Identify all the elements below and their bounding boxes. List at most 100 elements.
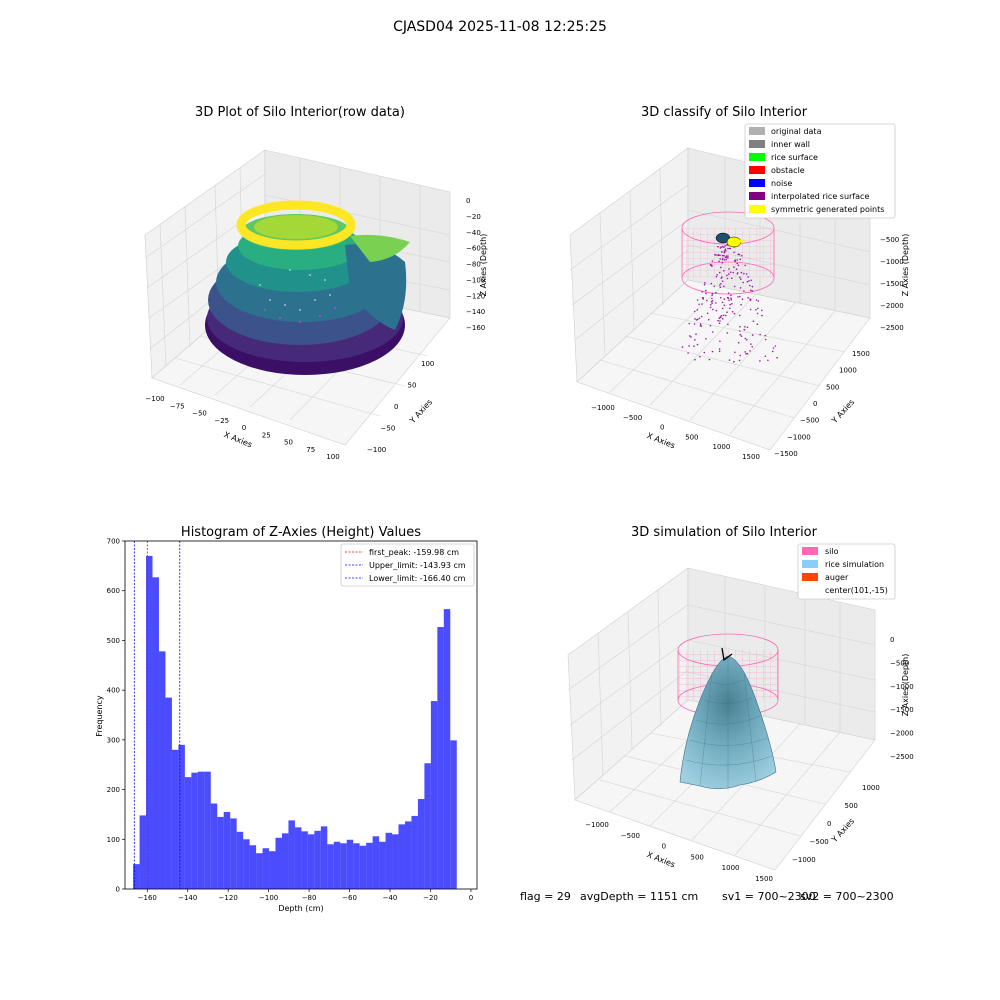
interpolated-point: [711, 302, 713, 305]
interpolated-point: [733, 312, 736, 315]
interpolated-point: [706, 312, 709, 315]
histogram-x-tick: −120: [219, 894, 238, 902]
histogram-bar: [301, 831, 308, 889]
interpolated-point: [722, 257, 724, 260]
interpolated-point: [706, 299, 708, 302]
interpolated-point: [721, 307, 724, 310]
interpolated-point: [731, 311, 734, 313]
interpolated-point: [705, 289, 707, 292]
interpolated-point: [696, 299, 699, 301]
simulation-x-tick: 1000: [722, 864, 740, 872]
histogram-bar: [327, 844, 334, 889]
interpolated-point: [710, 304, 712, 306]
interpolated-point: [739, 276, 741, 279]
interpolated-point: [743, 328, 745, 331]
interpolated-point: [750, 279, 752, 282]
histogram-bar: [411, 815, 418, 889]
interpolated-point: [728, 359, 731, 361]
interpolated-point: [757, 300, 760, 302]
interpolated-point: [721, 245, 724, 248]
simulation-x-tick: 500: [691, 853, 704, 861]
panel-classify-title: 3D classify of Silo Interior: [641, 105, 808, 120]
histogram-bar: [353, 843, 360, 889]
interpolated-point: [738, 314, 741, 317]
interpolated-point: [739, 325, 741, 328]
raw-z-ticks: 0 −20 −40 −60 −80 −100 −120 −140 −160: [466, 197, 485, 332]
legend-swatch: [802, 547, 818, 555]
classify-y-tick: −1000: [787, 433, 811, 441]
footer-status: flag = 29 avgDepth = 1151 cm sv1 = 700~2…: [520, 890, 894, 903]
interpolated-point: [711, 260, 714, 262]
interpolated-point: [715, 291, 717, 294]
interpolated-point: [723, 254, 725, 257]
interpolated-point: [742, 281, 744, 284]
histogram-legend-label: Upper_limit: -143.93 cm: [369, 561, 466, 570]
interpolated-point: [751, 290, 754, 292]
interpolated-point: [681, 346, 684, 348]
interpolated-point: [764, 355, 767, 358]
classify-y-tick: 1500: [852, 350, 870, 358]
histogram-y-tick: 700: [107, 538, 120, 546]
interpolated-point: [726, 311, 728, 314]
interpolated-point: [735, 268, 738, 271]
simulation-z-label: Z Axies (Depth): [901, 654, 910, 717]
panel-raw-title: 3D Plot of Silo Interior(row data): [195, 105, 405, 120]
simulation-z-tick: −1000: [890, 683, 914, 691]
histogram-x-tick: −160: [138, 894, 157, 902]
interpolated-point: [709, 264, 712, 266]
interpolated-point: [734, 351, 736, 354]
interpolated-point: [693, 345, 695, 348]
histogram-bar: [178, 744, 185, 889]
legend-swatch: [802, 573, 818, 581]
interpolated-point: [726, 277, 729, 280]
interpolated-point: [746, 339, 748, 341]
interpolated-point: [729, 271, 732, 274]
histogram-y-tick: 400: [107, 687, 120, 695]
classify-z-tick: −2500: [880, 324, 904, 332]
interpolated-point: [715, 254, 717, 256]
raw-y-tick: −50: [381, 425, 396, 433]
interpolated-point: [740, 335, 743, 337]
histogram-bar: [450, 740, 457, 889]
interpolated-point: [736, 259, 738, 261]
legend-swatch: [749, 205, 765, 213]
histogram-y-tick: 100: [107, 836, 120, 844]
histogram-title: Histogram of Z-Axies (Height) Values: [181, 525, 421, 540]
interpolated-point: [737, 253, 740, 256]
raw-z-tick: −60: [466, 245, 481, 253]
histogram-bar: [443, 609, 451, 889]
raw-z-tick: −160: [466, 324, 485, 332]
histogram-frame: [124, 540, 478, 890]
raw-x-label: X Axies: [223, 430, 254, 449]
histogram-bar: [158, 651, 166, 889]
interpolated-point: [698, 303, 700, 306]
interpolated-point: [737, 341, 740, 344]
interpolated-point: [757, 307, 759, 310]
interpolated-point: [776, 356, 778, 359]
interpolated-point: [729, 303, 731, 306]
classify-z-tick: −500: [880, 236, 899, 244]
histogram-bar: [288, 820, 295, 889]
interpolated-point: [747, 276, 749, 278]
interpolated-point: [719, 258, 721, 260]
classify-z-label: Z Axies (Depth): [901, 234, 910, 297]
simulation-y-tick: −1000: [792, 856, 816, 864]
simulation-title: 3D simulation of Silo Interior: [631, 525, 818, 540]
footer-flag: flag = 29: [520, 890, 571, 903]
interpolated-point: [699, 323, 702, 325]
raw-y-tick: 100: [421, 360, 434, 368]
histogram-bar: [210, 803, 218, 889]
interpolated-point: [724, 314, 727, 317]
interpolated-point: [694, 358, 696, 361]
simulation-legend-frame: [797, 543, 896, 600]
interpolated-point: [737, 264, 740, 267]
interpolated-point: [733, 251, 735, 254]
panel-raw-3d: 3D Plot of Silo Interior(row data): [144, 105, 488, 461]
histogram-bar: [197, 771, 205, 889]
histogram-bar: [262, 848, 270, 889]
interpolated-point: [744, 351, 746, 353]
interpolated-point: [715, 309, 718, 312]
raw-x-tick: 100: [326, 453, 339, 461]
interpolated-point: [756, 312, 759, 315]
